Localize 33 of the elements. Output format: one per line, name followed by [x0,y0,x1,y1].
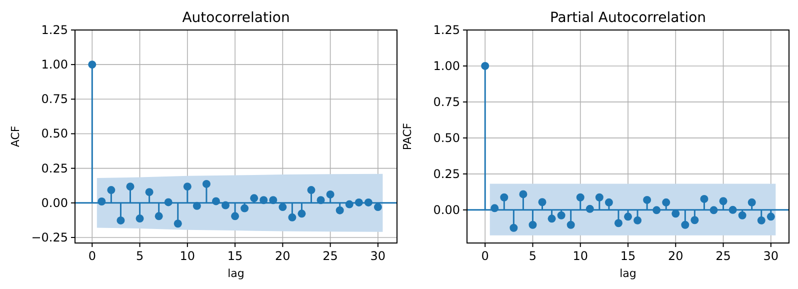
x-tick-label: 30 [370,249,386,263]
y-tick-label: 0.75 [433,94,460,109]
y-tick-label: 0.50 [433,130,460,145]
y-tick-label: −0.25 [31,230,68,244]
x-tick-label: 5 [136,249,144,263]
x-tick-label: 5 [528,249,537,263]
y-axis-title: ACF [9,126,22,148]
x-tick-label: 15 [620,249,636,263]
x-tick-label: 0 [88,249,96,263]
x-tick-label: 30 [763,249,779,263]
x-axis-title: lag [228,267,244,280]
y-tick-label: 0.25 [41,161,68,176]
x-tick-label: 25 [322,249,338,263]
x-tick-label: 20 [668,249,684,263]
x-tick-label: 10 [180,249,196,263]
y-tick-label: 0.00 [433,202,460,217]
y-tick-label: 1.25 [433,23,460,37]
x-tick-label: 20 [275,249,290,263]
y-axis-title: PACF [401,122,414,150]
chart-title: Autocorrelation [182,10,290,26]
y-tick-label: 0.75 [41,92,68,106]
x-tick-label: 15 [227,249,243,263]
y-tick-label: 0.00 [41,196,68,210]
y-tick-label: 0.50 [41,126,68,141]
x-tick-label: 25 [716,249,731,263]
y-tick-label: 1.00 [433,58,460,73]
x-axis-title: lag [620,267,636,280]
x-tick-label: 10 [572,249,588,263]
y-tick-label: 1.25 [41,23,68,37]
y-tick-label: 1.00 [41,58,68,72]
y-tick-label: 0.25 [433,166,460,181]
chart-title: Partial Autocorrelation [550,10,706,26]
x-tick-label: 0 [481,249,489,263]
